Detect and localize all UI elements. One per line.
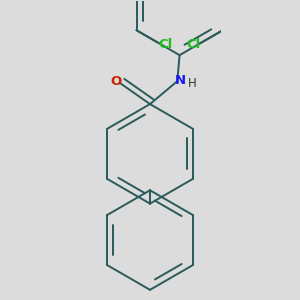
Text: Cl: Cl: [187, 38, 201, 51]
Text: Cl: Cl: [158, 38, 173, 51]
Text: N: N: [175, 74, 186, 87]
Text: O: O: [110, 75, 122, 88]
Text: H: H: [188, 77, 197, 90]
